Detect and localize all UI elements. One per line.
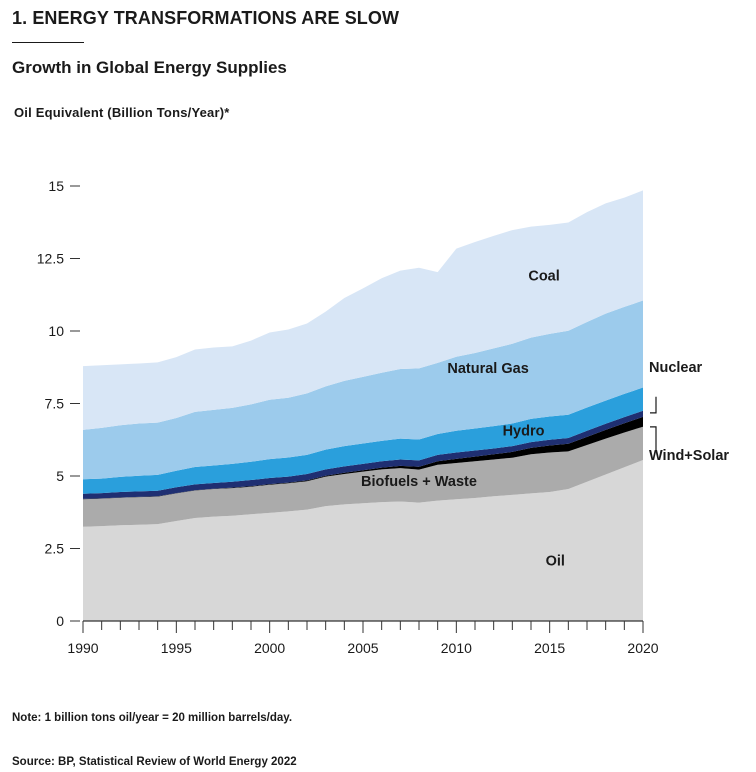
series-label-natural-gas: Natural Gas <box>447 361 528 377</box>
callout-bracket-nuclear <box>650 396 657 414</box>
x-tick-label: 2005 <box>347 640 378 656</box>
x-tick-label: 2015 <box>534 640 565 656</box>
callout-bracket-wind-solar <box>650 426 657 451</box>
area-natural-gas <box>83 300 643 480</box>
energy-area-chart: 0 2.5 5 7.5 10 12.5 15 1990 1995 2000 2005 2010 2015… <box>37 178 730 656</box>
y-tick-label: 7.5 <box>45 396 65 412</box>
series-areas <box>83 190 643 621</box>
series-label-biofuels: Biofuels + Waste <box>361 474 477 490</box>
title-rule <box>12 42 84 43</box>
series-label-oil: Oil <box>546 553 565 569</box>
series-label-wind-solar: Wind+Solar <box>649 448 729 464</box>
y-axis-units-label: Oil Equivalent (Billion Tons/Year)* <box>14 105 230 120</box>
y-tick-label: 2.5 <box>45 541 65 557</box>
source-note: Source: BP, Statistical Review of World … <box>12 756 297 768</box>
footnote: Note: 1 billion tons oil/year = 20 milli… <box>12 712 293 724</box>
x-tick-label: 2020 <box>627 640 658 656</box>
area-biofuels <box>83 426 643 527</box>
y-tick-label: 15 <box>48 178 64 194</box>
series-label-nuclear: Nuclear <box>649 360 703 376</box>
y-tick-label: 0 <box>56 613 64 629</box>
area-coal <box>83 190 643 430</box>
x-tick-label: 2000 <box>254 640 285 656</box>
x-tick-label: 2010 <box>441 640 472 656</box>
series-label-hydro: Hydro <box>503 423 545 439</box>
series-label-coal: Coal <box>528 268 559 284</box>
chart-title: Growth in Global Energy Supplies <box>12 58 287 77</box>
y-tick-label: 10 <box>48 323 64 339</box>
figure-title: 1. ENERGY TRANSFORMATIONS ARE SLOW <box>12 8 400 28</box>
axes: 0 2.5 5 7.5 10 12.5 15 1990 1995 2000 2005 2010 2015… <box>37 178 659 656</box>
area-oil <box>83 460 643 621</box>
x-tick-label: 1995 <box>161 640 192 656</box>
x-tick-label: 1990 <box>67 640 98 656</box>
area-hydro <box>83 387 643 494</box>
series-labels: Coal Natural Gas Hydro Biofuels + Waste Oil N… <box>361 268 729 569</box>
y-tick-label: 12.5 <box>37 251 64 267</box>
y-tick-label: 5 <box>56 468 64 484</box>
